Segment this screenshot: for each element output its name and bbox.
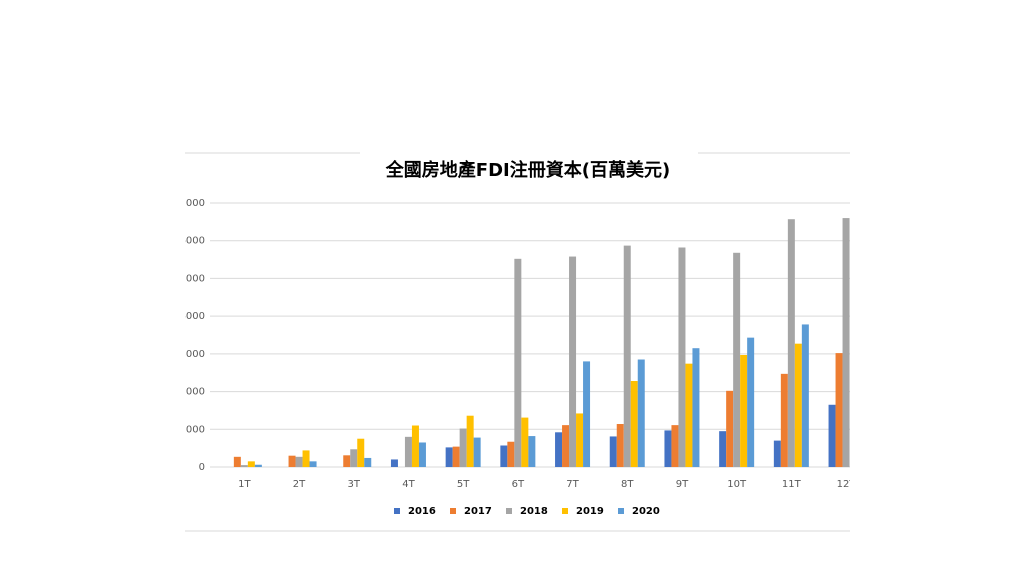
x-tick-label: 11T [782,479,802,490]
legend-label: 2018 [520,506,548,517]
bar [364,457,372,467]
plot-area: 0 1000 2000 3000 4000 5000 6000 7000 1T 2T 3T 4T 5T 6… [180,198,857,490]
bar [343,455,351,467]
x-tick-label: 7T [566,479,579,490]
bar [637,359,645,467]
x-tick-label: 6T [512,479,525,490]
bar [555,432,563,467]
bar [780,373,788,467]
bar [835,353,843,467]
bar [459,428,467,467]
bar [288,455,296,467]
legend-swatch [394,508,400,514]
y-tick-label: 2000 [180,387,205,398]
bar [404,436,412,467]
bar [692,348,700,467]
bar [583,361,591,467]
x-tick-label: 2T [293,479,306,490]
bar [773,440,781,467]
x-tick-label: 3T [348,479,361,490]
x-tick-label: 1T [238,479,251,490]
x-tick-label: 8T [621,479,634,490]
bar [521,417,529,467]
bar [828,404,836,467]
y-tick-label: 5000 [180,273,205,284]
bar [473,437,481,467]
bar [240,465,248,467]
bar [671,425,679,467]
bar [247,461,255,467]
bar [309,461,317,467]
bar [664,430,672,467]
bar [623,245,631,467]
bar [740,354,748,467]
bar [411,425,419,467]
legend-label: 2017 [464,506,492,517]
bar [719,431,727,467]
legend-label: 2020 [632,506,660,517]
bar [357,438,365,467]
bar [302,450,310,467]
bar [726,390,734,467]
y-tick-label: 4000 [180,311,205,322]
bar [616,424,624,467]
x-tick-label: 4T [402,479,415,490]
bar [390,459,398,467]
bar [609,436,617,467]
bar [630,381,638,467]
x-tick-label: 12T [837,479,857,490]
bar [678,247,686,467]
bar [452,446,460,467]
x-tick-label: 10T [727,479,747,490]
legend: 2016 2017 2018 2019 2020 [394,506,660,517]
y-tick-label: 6000 [180,236,205,247]
bar [562,425,570,467]
bar [507,441,515,467]
y-tick-label: 0 [199,462,205,473]
x-tick-label: 9T [676,479,689,490]
legend-label: 2016 [408,506,436,517]
bar [569,256,577,467]
bar [794,343,802,467]
y-tick-label: 3000 [180,349,205,360]
y-tick-label: 1000 [180,424,205,435]
bar [500,445,508,467]
bar [685,363,693,467]
bar [576,413,584,467]
y-tick-label: 7000 [180,198,205,209]
bar [787,219,795,467]
chart-title: 全國房地產FDI注冊資本(百萬美元) [385,159,670,181]
bar [514,258,522,467]
legend-swatch [450,508,456,514]
bar [466,415,474,467]
legend-swatch [506,508,512,514]
bar [418,442,426,467]
bar [842,218,850,467]
bar [528,436,536,467]
bar [254,464,262,467]
legend-swatch [562,508,568,514]
bar [350,449,358,467]
x-tick-label: 5T [457,479,470,490]
bar [801,324,809,467]
bar [233,456,241,467]
legend-label: 2019 [576,506,604,517]
bar [733,252,741,467]
bar [445,447,453,467]
bar [747,337,755,467]
bar [295,456,303,467]
legend-swatch [618,508,624,514]
